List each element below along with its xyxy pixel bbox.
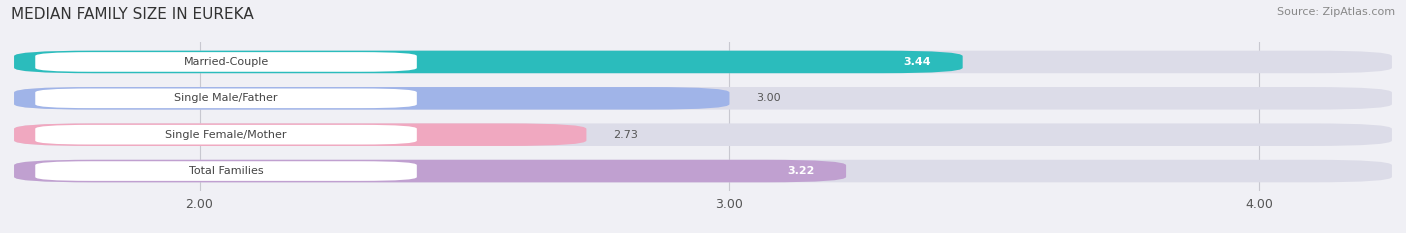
FancyBboxPatch shape bbox=[35, 89, 416, 108]
Text: Total Families: Total Families bbox=[188, 166, 263, 176]
Text: 3.00: 3.00 bbox=[756, 93, 780, 103]
FancyBboxPatch shape bbox=[14, 87, 1392, 110]
FancyBboxPatch shape bbox=[14, 87, 730, 110]
FancyBboxPatch shape bbox=[35, 161, 416, 181]
FancyBboxPatch shape bbox=[14, 51, 1392, 73]
FancyBboxPatch shape bbox=[14, 51, 963, 73]
Text: 3.44: 3.44 bbox=[903, 57, 931, 67]
FancyBboxPatch shape bbox=[35, 52, 416, 72]
FancyBboxPatch shape bbox=[14, 160, 1392, 182]
Text: MEDIAN FAMILY SIZE IN EUREKA: MEDIAN FAMILY SIZE IN EUREKA bbox=[11, 7, 254, 22]
FancyBboxPatch shape bbox=[35, 125, 416, 144]
Text: 2.73: 2.73 bbox=[613, 130, 638, 140]
FancyBboxPatch shape bbox=[14, 160, 846, 182]
FancyBboxPatch shape bbox=[14, 123, 1392, 146]
Text: Married-Couple: Married-Couple bbox=[183, 57, 269, 67]
Text: Single Male/Father: Single Male/Father bbox=[174, 93, 278, 103]
Text: 3.22: 3.22 bbox=[787, 166, 814, 176]
Text: Source: ZipAtlas.com: Source: ZipAtlas.com bbox=[1277, 7, 1395, 17]
FancyBboxPatch shape bbox=[14, 123, 586, 146]
Text: Single Female/Mother: Single Female/Mother bbox=[166, 130, 287, 140]
